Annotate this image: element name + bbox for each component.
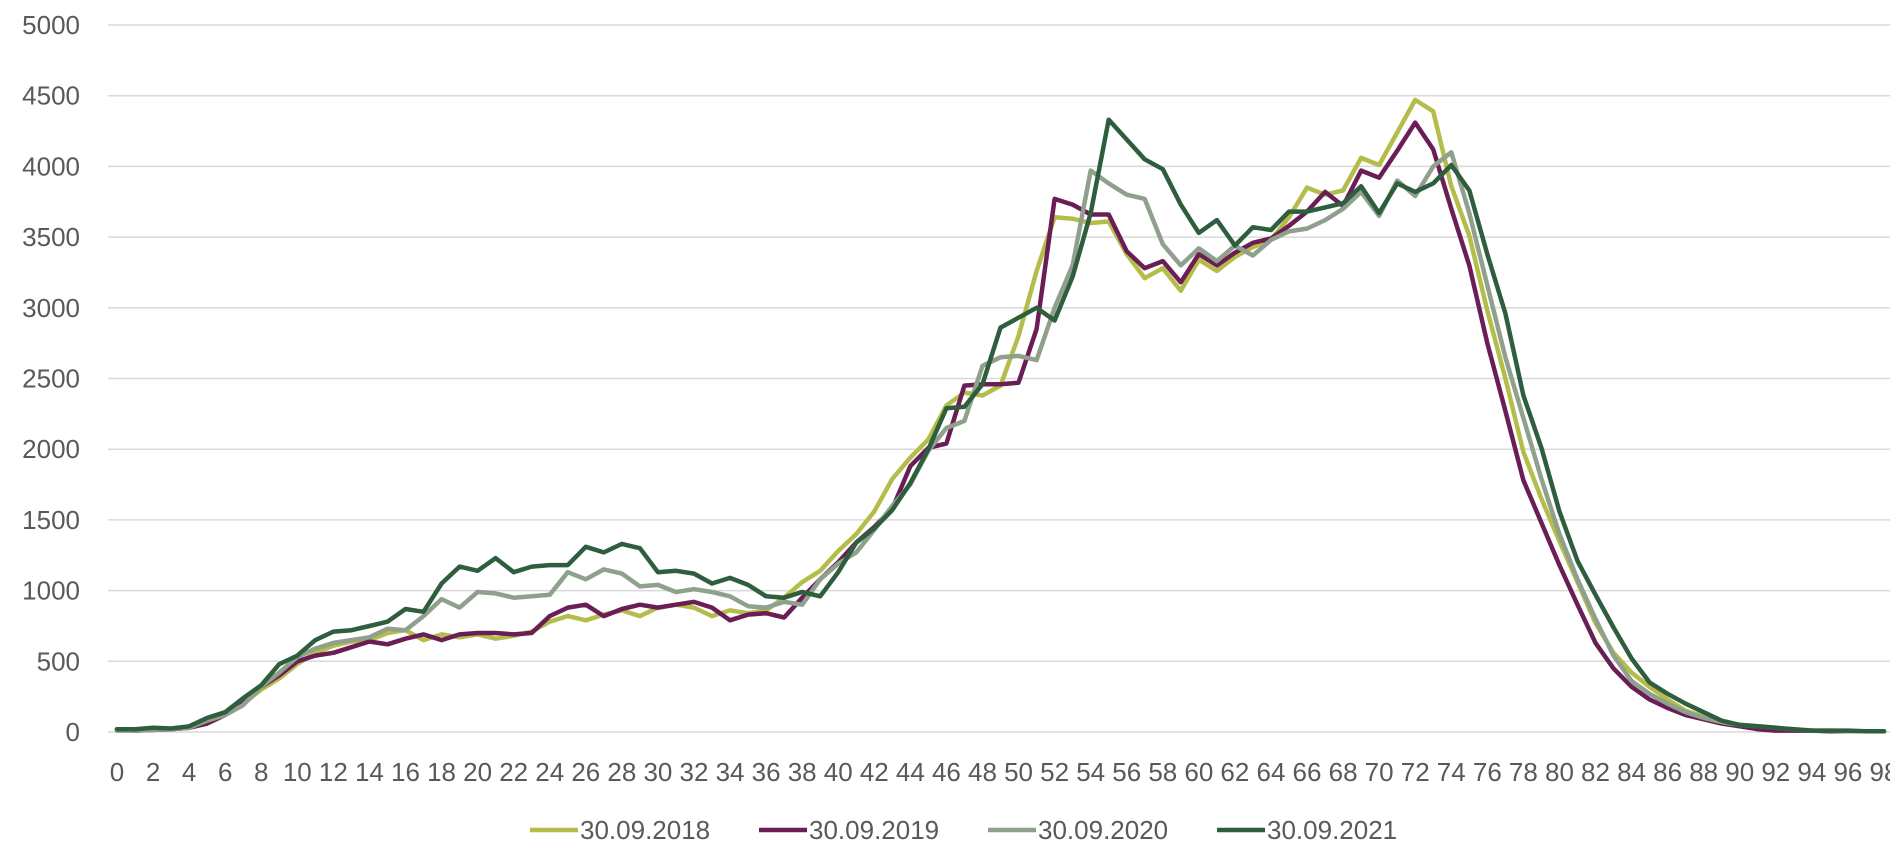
y-tick-label: 500 (37, 646, 80, 676)
x-tick-label: 40 (824, 757, 853, 787)
y-tick-label: 1500 (22, 505, 80, 535)
x-tick-label: 74 (1437, 757, 1466, 787)
x-tick-label: 30 (643, 757, 672, 787)
x-tick-label: 96 (1833, 757, 1862, 787)
x-tick-label: 22 (499, 757, 528, 787)
y-axis-ticks: 0 500 1000 1500 2000 2500 3000 3500 4000 4500 5000 (22, 10, 80, 747)
series-line-30.09.2019 (114, 120, 1887, 734)
x-tick-label: 50 (1004, 757, 1033, 787)
x-tick-label: 20 (463, 757, 492, 787)
legend-label: 30.09.2020 (1038, 815, 1168, 845)
x-tick-label: 78 (1509, 757, 1538, 787)
x-tick-label: 60 (1184, 757, 1213, 787)
x-tick-label: 48 (968, 757, 997, 787)
x-tick-label: 0 (110, 757, 124, 787)
x-tick-label: 42 (860, 757, 889, 787)
x-tick-label: 34 (716, 757, 745, 787)
x-tick-label: 24 (535, 757, 564, 787)
x-tick-label: 54 (1076, 757, 1105, 787)
x-tick-label: 90 (1725, 757, 1754, 787)
x-tick-label: 64 (1256, 757, 1285, 787)
x-tick-label: 66 (1293, 757, 1322, 787)
x-tick-label: 92 (1761, 757, 1790, 787)
x-tick-label: 2 (146, 757, 160, 787)
series-lines (114, 97, 1887, 734)
y-tick-label: 2500 (22, 364, 80, 394)
x-tick-label: 52 (1040, 757, 1069, 787)
x-tick-label: 6 (218, 757, 232, 787)
x-tick-label: 72 (1401, 757, 1430, 787)
y-tick-label: 1000 (22, 576, 80, 606)
x-tick-label: 26 (571, 757, 600, 787)
x-tick-label: 12 (319, 757, 348, 787)
x-tick-label: 28 (607, 757, 636, 787)
x-tick-label: 4 (182, 757, 196, 787)
legend-label: 30.09.2018 (580, 815, 710, 845)
x-tick-label: 8 (254, 757, 268, 787)
x-tick-label: 14 (355, 757, 384, 787)
x-tick-label: 58 (1148, 757, 1177, 787)
y-tick-label: 5000 (22, 10, 80, 40)
x-tick-label: 56 (1112, 757, 1141, 787)
x-tick-label: 18 (427, 757, 456, 787)
y-tick-label: 3000 (22, 293, 80, 323)
y-tick-label: 3500 (22, 222, 80, 252)
legend-label: 30.09.2021 (1267, 815, 1397, 845)
x-tick-label: 82 (1581, 757, 1610, 787)
x-tick-label: 46 (932, 757, 961, 787)
x-tick-label: 10 (283, 757, 312, 787)
x-tick-label: 98 (1870, 757, 1890, 787)
x-tick-label: 32 (680, 757, 709, 787)
x-tick-label: 44 (896, 757, 925, 787)
x-axis-ticks: 0 2 4 6 8 10 12 14 16 18 20 22 24 26 28 30 32 34 36 38 40 42 4… (110, 757, 1890, 787)
y-tick-label: 2000 (22, 434, 80, 464)
x-tick-label: 76 (1473, 757, 1502, 787)
x-tick-label: 38 (788, 757, 817, 787)
x-tick-label: 84 (1617, 757, 1646, 787)
x-tick-label: 16 (391, 757, 420, 787)
y-tick-label: 4000 (22, 151, 80, 181)
series-line-30.09.2020 (114, 150, 1887, 734)
x-tick-label: 80 (1545, 757, 1574, 787)
x-tick-label: 70 (1365, 757, 1394, 787)
x-tick-label: 62 (1220, 757, 1249, 787)
x-tick-label: 88 (1689, 757, 1718, 787)
gridlines (108, 24, 1890, 733)
y-tick-label: 0 (66, 717, 80, 747)
y-tick-label: 4500 (22, 81, 80, 111)
legend-label: 30.09.2019 (809, 815, 939, 845)
x-tick-label: 36 (752, 757, 781, 787)
x-tick-label: 86 (1653, 757, 1682, 787)
legend: 30.09.2018 30.09.2019 30.09.2020 30.09.2021 (530, 815, 1397, 845)
x-tick-label: 68 (1329, 757, 1358, 787)
series-line-30.09.2021 (114, 117, 1887, 734)
x-tick-label: 94 (1797, 757, 1826, 787)
